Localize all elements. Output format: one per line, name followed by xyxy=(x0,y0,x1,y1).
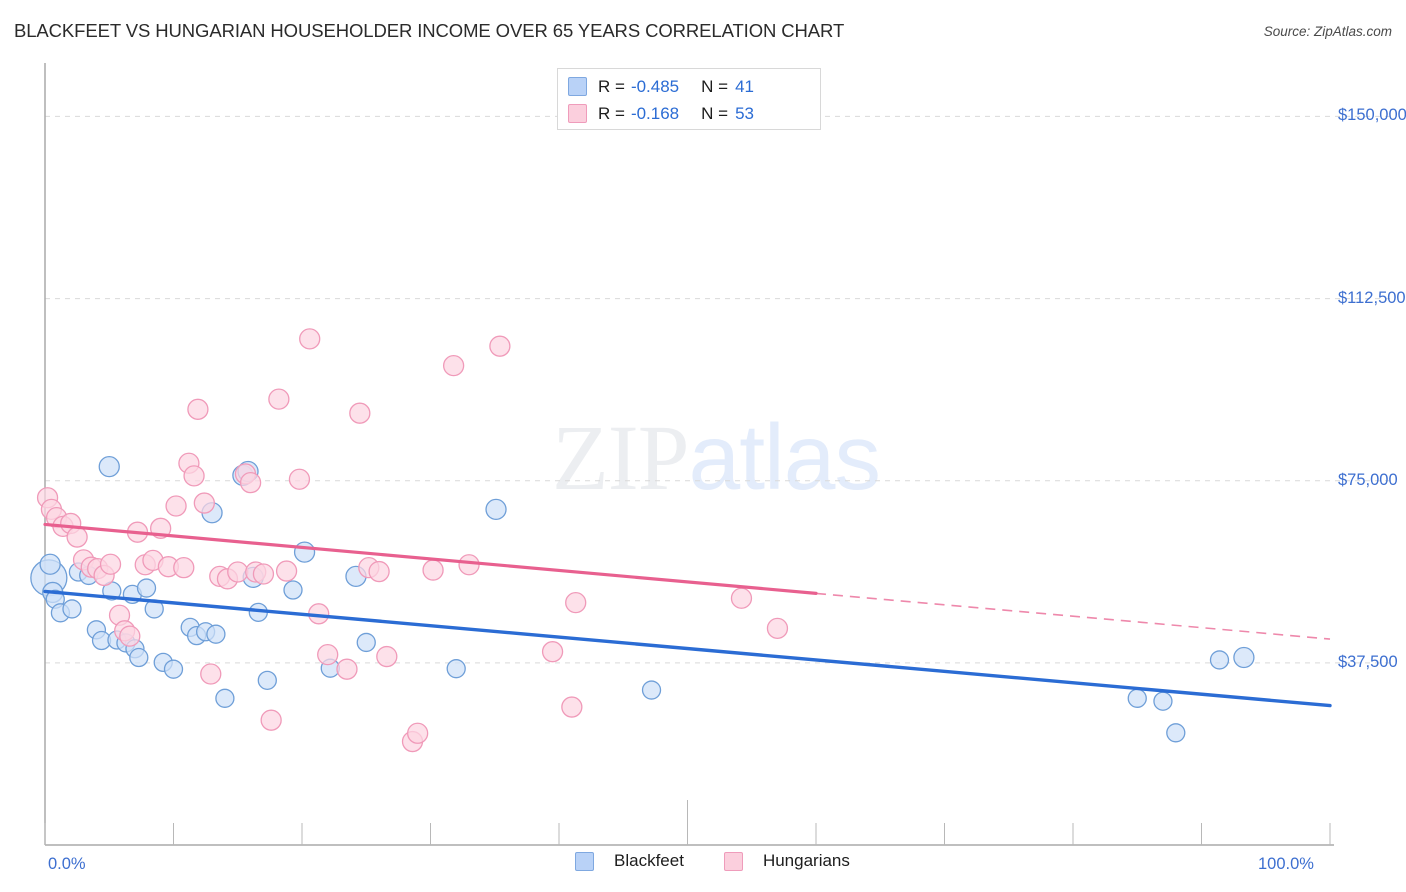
data-point[interactable] xyxy=(98,455,120,478)
data-point[interactable] xyxy=(1209,650,1230,670)
data-point[interactable] xyxy=(288,468,311,490)
r-value-hungarians: -0.168 xyxy=(630,103,680,123)
data-point[interactable] xyxy=(541,641,564,663)
data-point[interactable] xyxy=(275,560,298,582)
data-point[interactable] xyxy=(565,591,587,614)
legend-swatch-hungarians-bottom xyxy=(723,851,743,871)
data-point[interactable] xyxy=(183,465,205,487)
data-point[interactable] xyxy=(62,599,82,619)
stat-row-hungarians: R = -0.168 N = 53 xyxy=(568,100,810,127)
x-tick-label-min: 0.0% xyxy=(48,855,86,873)
data-point[interactable] xyxy=(336,658,358,680)
legend-label-blackfeet: Blackfeet xyxy=(614,851,684,870)
correlation-stats-legend: R = -0.485 N = 41 R = -0.168 N = 53 xyxy=(557,68,821,130)
data-point[interactable] xyxy=(239,472,262,494)
legend-swatch-blackfeet xyxy=(568,77,587,96)
data-point[interactable] xyxy=(252,563,275,585)
data-point[interactable] xyxy=(422,559,444,581)
data-point[interactable] xyxy=(165,495,187,517)
data-point[interactable] xyxy=(293,541,316,563)
data-point[interactable] xyxy=(136,578,157,598)
data-point[interactable] xyxy=(1127,688,1147,708)
data-point[interactable] xyxy=(260,709,282,731)
y-tick-label: $37,500 xyxy=(1338,652,1398,671)
r-label-hungarians: R = xyxy=(598,103,625,123)
data-point[interactable] xyxy=(349,402,371,424)
data-point[interactable] xyxy=(99,553,122,575)
data-point[interactable] xyxy=(561,696,583,718)
r-value-blackfeet: -0.485 xyxy=(630,76,680,96)
data-point[interactable] xyxy=(406,722,429,744)
axes xyxy=(44,63,1334,846)
data-point[interactable] xyxy=(206,624,226,644)
stat-row-blackfeet: R = -0.485 N = 41 xyxy=(568,73,810,100)
y-tick-label: $112,500 xyxy=(1338,288,1406,307)
data-point[interactable] xyxy=(299,328,321,350)
legend-label-hungarians: Hungarians xyxy=(762,851,850,870)
trend-line-blackfeet xyxy=(43,589,1332,708)
data-point[interactable] xyxy=(730,587,753,609)
n-label-hungarians: N = xyxy=(701,103,729,123)
data-point[interactable] xyxy=(442,354,465,377)
legend-item-blackfeet[interactable]: Blackfeet xyxy=(575,851,684,871)
legend-item-hungarians[interactable]: Hungarians xyxy=(723,851,850,871)
x-tick-label-max: 100.0% xyxy=(1258,855,1314,873)
legend-swatch-hungarians xyxy=(568,104,587,123)
series-legend: Blackfeet Hungarians xyxy=(575,851,880,871)
data-point[interactable] xyxy=(356,632,376,653)
trend-solid-blackfeet xyxy=(43,589,1332,708)
data-point[interactable] xyxy=(766,617,789,640)
data-point[interactable] xyxy=(1233,646,1255,669)
y-tick-label: $75,000 xyxy=(1338,470,1398,489)
data-point[interactable] xyxy=(641,680,662,700)
data-point[interactable] xyxy=(227,561,249,583)
data-point[interactable] xyxy=(489,335,511,357)
data-point[interactable] xyxy=(129,647,149,668)
data-point[interactable] xyxy=(485,498,507,521)
trend-line-hungarians xyxy=(43,522,1331,640)
data-point[interactable] xyxy=(446,659,466,679)
n-value-blackfeet: 41 xyxy=(735,76,754,96)
data-point[interactable] xyxy=(376,645,398,668)
data-point[interactable] xyxy=(66,526,88,548)
trend-dashed-hungarians xyxy=(815,592,1331,640)
data-point[interactable] xyxy=(187,398,209,420)
data-point[interactable] xyxy=(193,492,215,514)
data-point[interactable] xyxy=(257,670,277,690)
y-tick-label: $150,000 xyxy=(1338,106,1406,125)
data-point[interactable] xyxy=(39,553,61,575)
data-point[interactable] xyxy=(368,560,390,583)
data-point[interactable] xyxy=(458,554,480,576)
data-point[interactable] xyxy=(268,388,290,410)
data-point[interactable] xyxy=(173,557,195,579)
source-label: Source: ZipAtlas.com xyxy=(1263,24,1392,39)
series-points-blackfeet xyxy=(30,455,1255,743)
data-point[interactable] xyxy=(1166,723,1186,743)
data-point[interactable] xyxy=(283,580,303,600)
data-point[interactable] xyxy=(215,688,235,708)
data-point[interactable] xyxy=(119,625,141,647)
data-point[interactable] xyxy=(163,659,184,679)
series-points-hungarians xyxy=(36,328,789,753)
data-point[interactable] xyxy=(200,663,222,685)
n-value-hungarians: 53 xyxy=(735,103,754,123)
data-point[interactable] xyxy=(317,643,339,666)
data-point[interactable] xyxy=(1153,691,1173,711)
trend-solid-hungarians xyxy=(43,522,818,596)
legend-swatch-blackfeet-bottom xyxy=(575,851,594,871)
r-label-blackfeet: R = xyxy=(598,76,625,96)
page-title: BLACKFEET VS HUNGARIAN HOUSEHOLDER INCOM… xyxy=(14,20,845,41)
n-label-blackfeet: N = xyxy=(701,76,729,96)
